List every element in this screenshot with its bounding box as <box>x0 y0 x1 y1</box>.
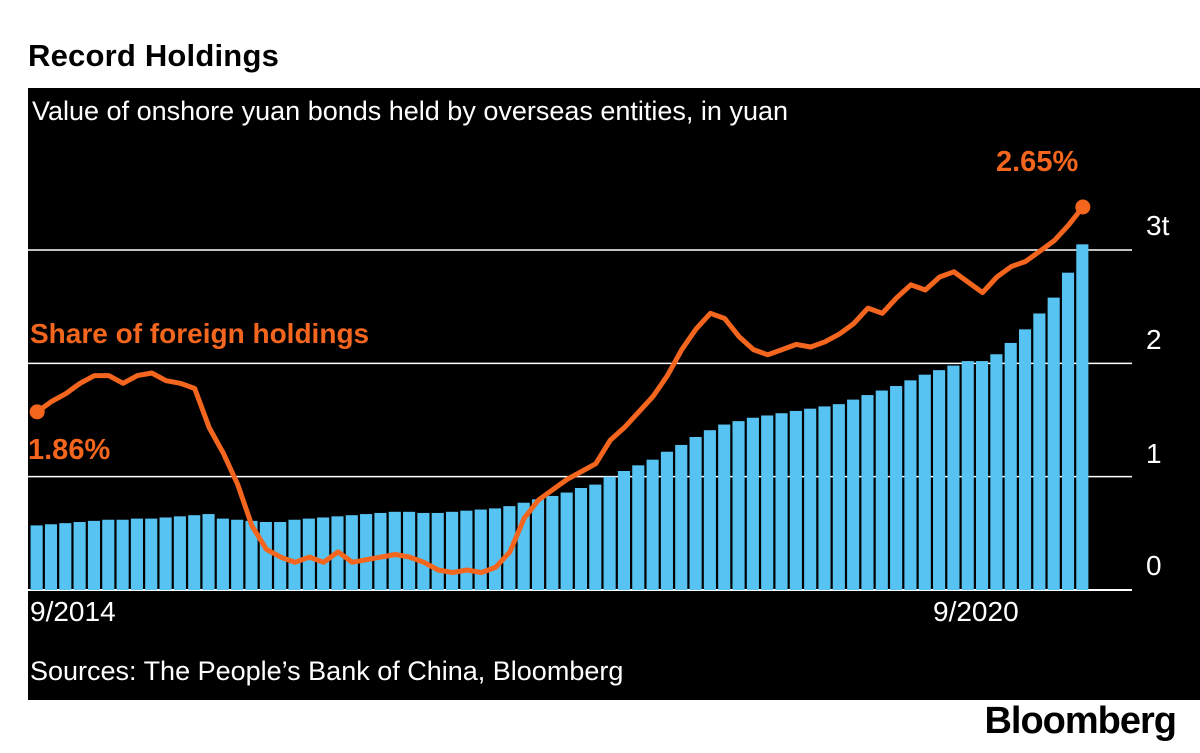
y-axis-tick-0: 0 <box>1146 550 1162 581</box>
line-end-value: 2.65% <box>996 146 1079 178</box>
line-end-dot <box>1075 199 1091 215</box>
chart-subtitle: Value of onshore yuan bonds held by over… <box>32 96 788 126</box>
line-start-value: 1.86% <box>28 434 111 466</box>
y-axis-tick-1: 1 <box>1146 438 1162 469</box>
line-series <box>29 199 1091 576</box>
line-series-label: Share of foreign holdings <box>30 318 370 349</box>
y-axis-tick-2: 2 <box>1146 324 1162 355</box>
x-axis-label-start: 9/2014 <box>30 596 116 627</box>
bar-series <box>30 244 1089 590</box>
x-axis-label-end: 9/2020 <box>933 596 1019 627</box>
chart-plot <box>28 199 1132 591</box>
line-start-dot <box>29 404 45 420</box>
chart-panel: Value of onshore yuan bonds held by over… <box>28 88 1200 700</box>
bloomberg-logo: Bloomberg <box>984 700 1177 742</box>
chart-title: Record Holdings <box>28 38 280 73</box>
sources-note: Sources: The People’s Bank of China, Blo… <box>30 656 624 686</box>
y-axis-tick-3t: 3t <box>1146 210 1170 241</box>
